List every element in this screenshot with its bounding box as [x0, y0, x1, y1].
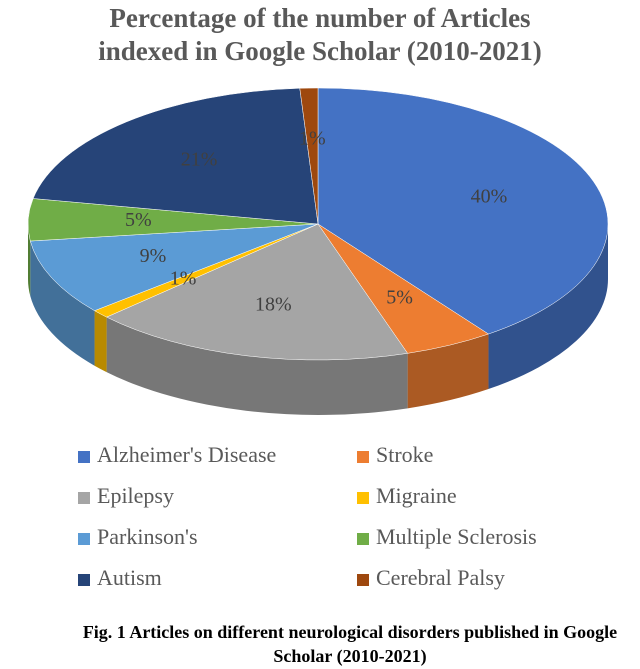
caption: Fig. 1 Articles on different neurologica…: [82, 622, 618, 666]
slice-side: [488, 224, 608, 390]
legend-label: Parkinson's: [97, 524, 198, 549]
legend-swatch: [78, 574, 90, 586]
slice: [299, 87, 319, 225]
legend-swatch: [357, 533, 369, 545]
slice-side: [106, 317, 408, 415]
data-label: 1%: [170, 267, 197, 289]
legend-swatch: [78, 492, 90, 504]
legend-label: Multiple Sclerosis: [376, 524, 537, 549]
data-label: 21%: [181, 148, 218, 170]
data-label: 5%: [125, 209, 152, 231]
legend-swatch: [357, 451, 369, 463]
slice: [106, 223, 409, 361]
legend-swatch: [357, 492, 369, 504]
slice-side: [407, 334, 489, 409]
data-label: 9%: [140, 245, 167, 267]
data-label: 1%: [299, 127, 326, 149]
legend-swatch: [78, 451, 90, 463]
legend-swatch: [357, 574, 369, 586]
legend-label: Cerebral Palsy: [376, 565, 505, 590]
slice-side: [28, 224, 31, 297]
slice: [32, 88, 319, 225]
legend-swatch: [78, 533, 90, 545]
data-label: 5%: [386, 287, 413, 309]
legend-label: Alzheimer's Disease: [97, 442, 276, 467]
data-label: 40%: [471, 186, 508, 208]
legend-label: Stroke: [376, 442, 433, 467]
legend-label: Autism: [97, 565, 162, 590]
slice: [317, 87, 609, 335]
legend-label: Migraine: [376, 483, 457, 508]
slice: [29, 223, 319, 311]
legend-label: Epilepsy: [97, 483, 174, 508]
slice-side: [94, 310, 107, 373]
chart-title: Percentage of the number of Articles ind…: [98, 3, 542, 66]
data-label: 18%: [255, 293, 292, 315]
